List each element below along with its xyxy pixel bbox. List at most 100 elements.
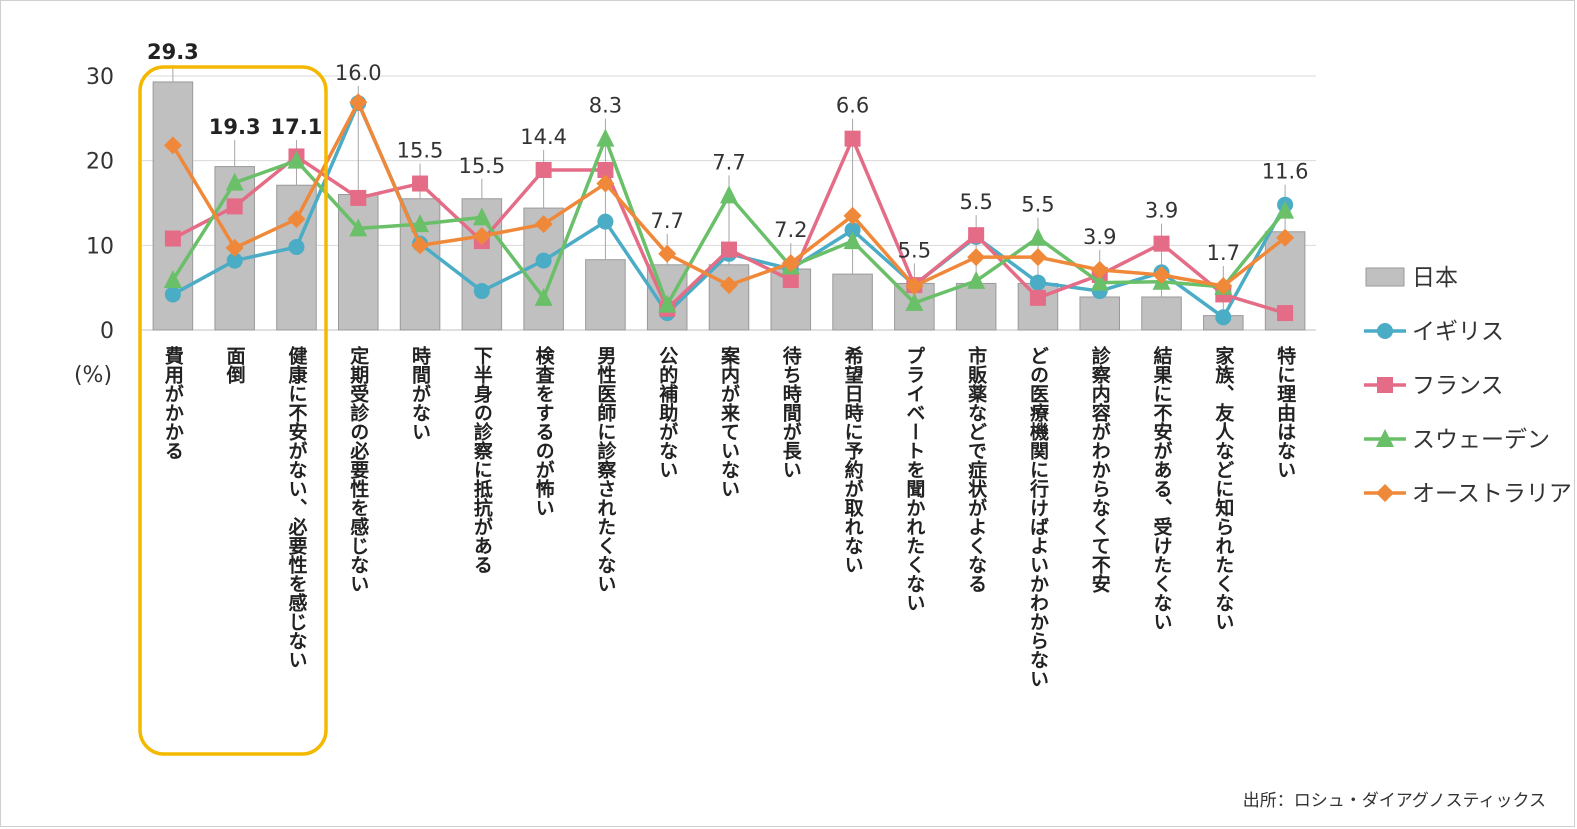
highlight-box [138,65,328,756]
square-marker [226,198,243,215]
data-label: 15.5 [458,154,505,178]
y-tick-label: 0 [100,319,114,344]
data-label: 17.1 [271,115,323,139]
category-label: 市販薬などで症状がよくなる [965,345,988,593]
legend-label: オーストラリア [1412,481,1572,507]
triangle-marker [534,287,553,306]
triangle-marker [720,185,738,204]
legend-item: イギリス [1364,319,1504,345]
diamond-marker [658,244,677,263]
data-label: 7.7 [712,150,745,174]
category-label: どの医療機関に行けばよいかわからない [1027,346,1050,688]
legend-item: オーストラリア [1364,481,1572,507]
y-tick-label: 10 [86,234,114,259]
diamond-marker [843,206,862,225]
diamond-marker [1090,260,1109,279]
category-label: 公的補助がない [656,346,679,479]
triangle-marker [472,207,491,226]
square-marker [412,175,429,192]
triangle-marker [163,270,182,289]
square-marker [1153,235,1170,252]
circle-marker [473,283,490,300]
category-label: 費用がかかる [162,345,184,460]
circle-marker [1377,323,1393,339]
square-marker [597,161,614,178]
diamond-marker [720,276,738,295]
bar [1079,296,1121,331]
legend-swatch [1365,267,1405,287]
legend-item: 日本 [1365,265,1458,291]
bar [955,282,997,331]
square-marker [350,189,367,206]
category-label: 健康に不安がない、必要性を感じない [285,345,308,669]
category-label: 案内が来ていない [718,345,741,498]
y-axis-unit-label: (%) [74,363,112,388]
circle-marker [1215,309,1232,326]
diamond-marker [349,93,368,112]
data-label: 16.0 [335,61,382,85]
circle-marker [535,252,552,269]
bar [276,184,317,331]
diamond-marker [1214,276,1233,295]
diamond-marker [411,236,430,255]
square-marker [1277,305,1294,322]
diamond-marker [596,174,615,193]
triangle-marker [287,150,306,169]
category-label: 定期受診の必要性を感じない [347,345,370,593]
square-marker [1377,377,1393,393]
triangle-marker [349,218,368,237]
square-marker [782,272,799,289]
legend-label: スウェーデン [1412,427,1550,453]
series-triangle [163,128,1295,313]
triangle-marker [843,231,862,250]
circle-marker [1029,274,1046,291]
bar [1141,296,1182,331]
y-axis-ticks: 0 10 20 30 [86,65,114,344]
triangle-marker [658,294,677,313]
diamond-marker [781,254,800,273]
data-label: 3.9 [1145,199,1178,223]
category-label: 検査をするのが怖い [533,345,556,517]
triangle-marker [1090,272,1109,291]
category-label: 家族、友人などに知られたくない [1212,345,1234,631]
diamond-marker [1376,484,1394,502]
circle-marker [844,222,861,239]
data-label: 5.5 [1021,193,1054,217]
category-label: 男性医師に診察されたくない [594,346,616,593]
bar [832,273,873,331]
triangle-marker [905,292,924,311]
circle-marker [164,286,181,303]
diamond-marker [967,248,986,267]
triangle-marker [1376,429,1394,447]
data-label: 7.7 [651,209,684,233]
category-label: 希望日時に予約が取れない [842,345,864,574]
data-label: 1.7 [1207,241,1240,265]
circle-marker [288,239,305,256]
data-label: 11.6 [1262,160,1309,184]
bar [708,264,750,331]
triangle-marker [967,270,986,289]
category-label: 結果に不安がある、受けたくない [1151,345,1174,631]
diamond-marker [472,227,491,246]
square-marker [968,227,985,244]
y-tick-label: 20 [86,150,114,175]
data-label: 6.6 [836,94,869,118]
legend-item: フランス [1364,373,1504,399]
triangle-marker [1028,227,1047,246]
bar [585,259,626,331]
triangle-marker [596,128,615,147]
triangle-marker [1276,200,1295,219]
data-label: 8.3 [589,94,622,118]
category-label: 下半身の診察に抵抗がある [471,346,493,574]
series-diamond [163,93,1295,295]
circle-marker [597,213,614,230]
data-label: 19.3 [209,115,261,139]
category-labels: 費用がかかる 面倒 健康に不安がない、必要性を感じない 定期受診の必要性を感じない 時間… [162,345,1296,688]
diamond-marker [1028,248,1047,267]
triangle-marker [411,214,430,233]
diamond-marker [905,276,924,295]
diamond-marker [534,215,553,234]
